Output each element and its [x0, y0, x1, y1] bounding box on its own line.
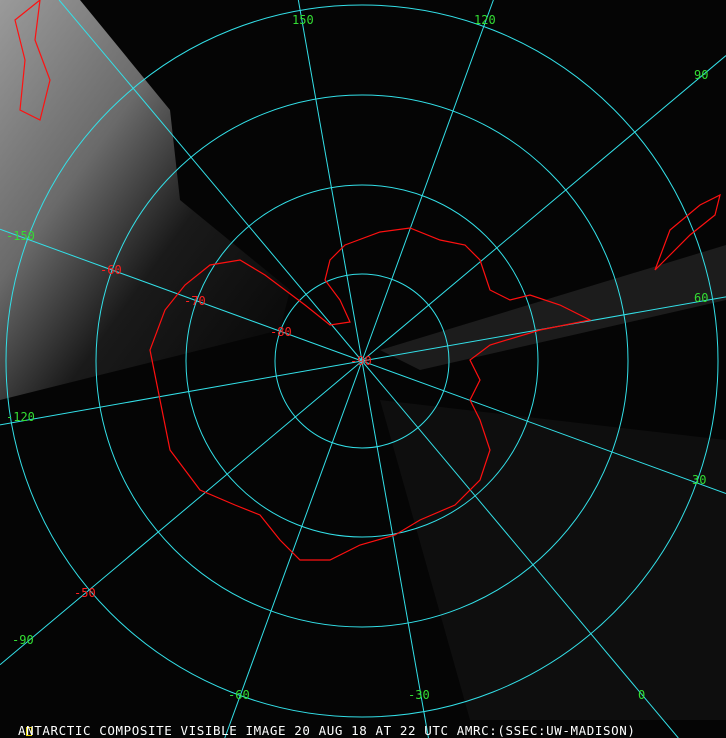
longitude-label-60: 60 — [694, 291, 709, 305]
meridian-150 — [297, 0, 363, 362]
longitude-label-minus120: -120 — [6, 410, 35, 424]
latitude-label-minus60: -60 — [100, 263, 122, 277]
latitude-label-minus80: -80 — [270, 325, 292, 339]
meridian--150 — [0, 228, 363, 362]
longitude-label-150: 150 — [292, 13, 314, 27]
imagery-swath-dark — [380, 400, 726, 720]
parallel--60 — [95, 94, 629, 628]
longitude-label-90: 90 — [694, 68, 709, 82]
imagery-swath — [380, 245, 726, 370]
meridian--90 — [0, 360, 363, 666]
cursor-marker — [26, 727, 32, 736]
meridian-30 — [361, 360, 726, 494]
longitude-label-120: 120 — [474, 13, 496, 27]
meridian-90 — [361, 55, 726, 362]
meridian--120 — [0, 360, 363, 426]
longitude-label-minus150: -150 — [6, 229, 35, 243]
antarctica-coastline — [14, 0, 721, 561]
parallel--70 — [185, 184, 539, 538]
latitude-label-minus70: -70 — [184, 294, 206, 308]
meridian--60 — [224, 360, 363, 738]
longitude-label-minus90: -90 — [12, 633, 34, 647]
parallel--50 — [5, 4, 719, 718]
meridian-180 — [58, 0, 363, 362]
longitude-label-minus60: -60 — [228, 688, 250, 702]
meridian-0 — [361, 360, 679, 738]
longitude-label-30: 30 — [692, 473, 707, 487]
meridian--30 — [361, 360, 429, 738]
parallel--80 — [274, 273, 450, 449]
latitude-label-minus90: -90 — [350, 354, 372, 368]
longitude-label-minus30: -30 — [408, 688, 430, 702]
image-caption: ANTARCTIC COMPOSITE VISIBLE IMAGE 20 AUG… — [18, 723, 636, 738]
longitude-label-0: 0 — [638, 688, 646, 702]
latitude-label-minus50: -50 — [74, 586, 96, 600]
cloud-region — [0, 0, 290, 400]
meridian-120 — [361, 0, 494, 362]
